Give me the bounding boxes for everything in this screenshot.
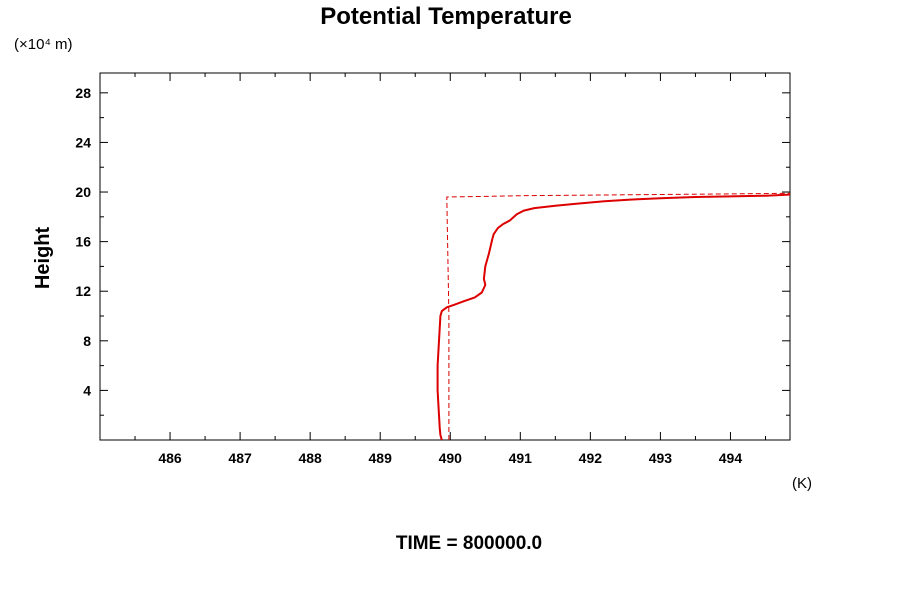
- y-tick-label: 24: [75, 134, 91, 150]
- plot-area: 486 487 488 489 490 491 492 493 494 4 8 12 16 20 24 28: [75, 72, 791, 466]
- y-tick-label: 4: [83, 382, 91, 398]
- y-axis-label: Height: [32, 227, 54, 290]
- x-tick-label: 492: [579, 450, 603, 466]
- x-tick-label: 493: [649, 450, 673, 466]
- y-tick-label: 8: [83, 333, 91, 349]
- y-tick-label: 20: [75, 184, 91, 200]
- potential-temperature-line: [436, 193, 791, 441]
- axis-ticks: 486 487 488 489 490 491 492 493 494 4 8 12 16 20 24 28: [75, 73, 790, 466]
- plot-frame: [99, 72, 791, 441]
- time-label: TIME = 800000.0: [396, 533, 542, 554]
- y-tick-label: 12: [75, 283, 91, 299]
- y-tick-label: 16: [75, 234, 91, 250]
- x-axis-unit: (K): [792, 475, 812, 492]
- x-tick-label: 486: [158, 450, 182, 466]
- initial-profile-line: [446, 192, 791, 440]
- y-axis-unit: (×10⁴ m): [14, 36, 73, 53]
- x-tick-label: 489: [369, 450, 393, 466]
- series-group: [436, 192, 791, 441]
- x-tick-label: 487: [228, 450, 252, 466]
- x-tick-label: 494: [719, 450, 743, 466]
- x-tick-label: 488: [298, 450, 322, 466]
- x-tick-label: 490: [439, 450, 463, 466]
- y-tick-label: 28: [75, 85, 91, 101]
- x-tick-label: 491: [509, 450, 533, 466]
- chart-title: Potential Temperature: [320, 3, 572, 30]
